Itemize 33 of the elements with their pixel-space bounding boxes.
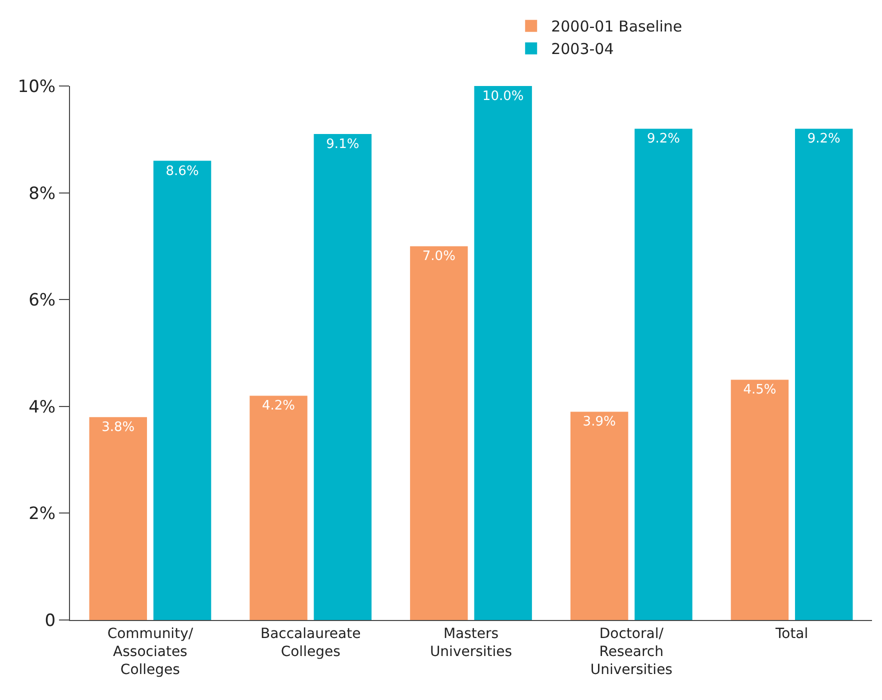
bar [153, 160, 212, 620]
bar [570, 412, 628, 620]
x-tick-label: Total [774, 626, 808, 642]
bar [314, 134, 372, 620]
bar [634, 128, 692, 620]
data-label: 3.9% [582, 414, 616, 430]
bar [795, 128, 853, 620]
data-label: 4.2% [262, 398, 296, 414]
y-tick-label: 6% [28, 290, 56, 311]
y-tick-label: 0 [44, 610, 56, 631]
y-tick-label: 8% [28, 184, 56, 204]
data-label: 9.2% [807, 132, 840, 147]
data-label: 9.1% [326, 137, 360, 152]
y-tick-label: 2% [28, 504, 56, 524]
bar [250, 396, 308, 620]
bar [410, 246, 468, 620]
data-label: 4.5% [743, 382, 776, 398]
data-label: 9.2% [646, 132, 680, 147]
x-tick-label: Community/ Associates Colleges [107, 626, 194, 678]
data-label: 10.0% [482, 89, 524, 104]
x-tick-label: Doctoral/ Research Universities [590, 626, 672, 678]
x-tick-label: Baccalaureate Colleges [260, 626, 361, 660]
legend-label: 2003-04 [551, 40, 614, 58]
y-tick-label: 10% [18, 76, 56, 97]
bar [89, 417, 147, 620]
legend-label: 2000-01 Baseline [551, 18, 682, 36]
x-tick-label: Masters Universities [430, 626, 512, 660]
data-label: 3.8% [102, 420, 135, 436]
bar [474, 86, 532, 620]
data-label: 8.6% [166, 164, 199, 179]
bar [730, 380, 789, 620]
y-tick-label: 4% [28, 397, 56, 418]
data-label: 7.0% [422, 249, 456, 264]
